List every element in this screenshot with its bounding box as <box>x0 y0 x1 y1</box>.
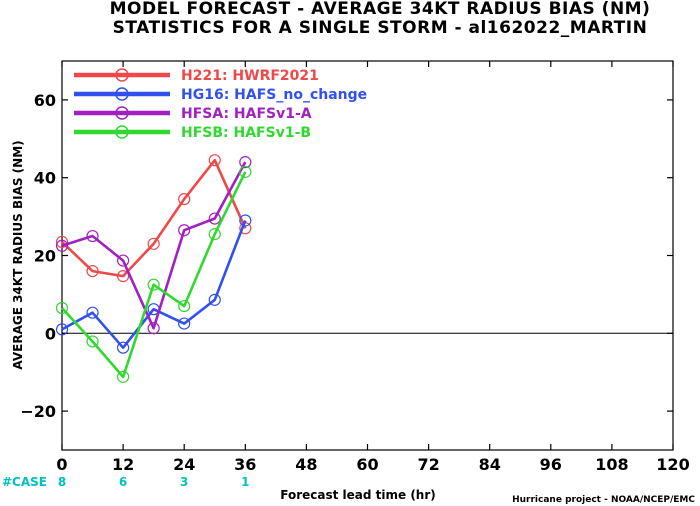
series-2 <box>55 214 252 354</box>
series-3 <box>55 156 252 335</box>
data-point <box>55 235 69 248</box>
data-point <box>55 239 69 252</box>
series-line <box>61 220 247 350</box>
case-count: 3 <box>180 475 188 489</box>
data-point <box>147 322 160 335</box>
x-tick-label: 36 <box>234 455 256 474</box>
data-point <box>55 301 69 315</box>
legend-marker <box>115 87 129 101</box>
data-point <box>86 264 99 278</box>
case-count: 6 <box>119 475 127 489</box>
y-tick-label: 60 <box>34 91 56 110</box>
data-point <box>178 224 191 237</box>
case-label: #CASE <box>2 475 47 489</box>
y-tick-label: 20 <box>34 247 56 266</box>
data-point <box>147 278 160 291</box>
data-point <box>239 214 252 227</box>
data-point <box>147 237 160 250</box>
data-point <box>86 306 99 319</box>
series-1 <box>55 154 252 283</box>
legend-label: HFSA: HAFSv1-A <box>181 106 312 122</box>
y-axis-label: AVERAGE 34KT RADIUS BIAS (NM) <box>11 140 25 369</box>
case-count: 1 <box>241 475 249 489</box>
x-tick-label: 96 <box>540 455 562 474</box>
series-line <box>61 161 247 330</box>
y-tick-label: −20 <box>20 402 56 421</box>
chart-subtitle: STATISTICS FOR A SINGLE STORM - al162022… <box>113 18 648 38</box>
data-point <box>86 335 99 348</box>
x-tick-label: 60 <box>356 455 378 474</box>
x-tick-label: 108 <box>595 455 628 474</box>
legend: H221: HWRF2021 HG16: HAFS_no_change HFSA: … <box>74 68 367 141</box>
data-point <box>208 212 221 225</box>
x-tick-label: 84 <box>479 455 501 474</box>
plot-area <box>61 60 674 451</box>
x-tick-label: 12 <box>112 455 134 474</box>
x-tick-label: 120 <box>656 455 689 474</box>
data-point <box>208 228 221 241</box>
data-point <box>116 341 130 354</box>
x-tick-label: 0 <box>56 455 67 474</box>
legend-label: HG16: HAFS_no_change <box>181 87 367 103</box>
x-tick-label: 24 <box>173 455 195 474</box>
case-count: 8 <box>58 475 66 489</box>
legend-marker <box>115 125 129 139</box>
x-tick-label: 72 <box>417 455 439 474</box>
series-line <box>61 171 247 379</box>
data-point <box>178 192 191 206</box>
footer-credit: Hurricane project - NOAA/NCEP/EMC <box>512 495 695 505</box>
data-point <box>86 229 99 243</box>
series-4 <box>55 165 252 383</box>
x-axis-label: Forecast lead time (hr) <box>280 488 436 502</box>
legend-marker <box>115 106 129 120</box>
legend-marker <box>115 68 129 82</box>
data-point <box>239 156 252 169</box>
y-axis: −20 0 20 40 60 <box>20 91 673 421</box>
case-counts: #CASE 8 6 3 1 <box>2 475 249 489</box>
data-point <box>55 323 69 336</box>
series-layer <box>55 154 252 383</box>
chart-title: MODEL FORECAST - AVERAGE 34KT RADIUS BIA… <box>110 0 651 19</box>
y-tick-label: 40 <box>34 169 56 188</box>
data-point <box>239 165 252 178</box>
y-tick-label: 0 <box>45 324 56 343</box>
x-tick-label: 48 <box>295 455 317 474</box>
data-point <box>178 317 191 330</box>
data-point <box>116 254 130 267</box>
series-line <box>61 158 247 278</box>
data-point <box>208 293 221 306</box>
legend-label: H221: HWRF2021 <box>181 68 319 84</box>
data-point <box>116 370 130 383</box>
x-axis: 0 12 24 36 48 60 72 84 96 108 120 <box>56 61 690 474</box>
legend-label: HFSB: HAFSv1-B <box>181 125 311 141</box>
data-point <box>208 154 221 167</box>
data-point <box>116 270 130 283</box>
data-point <box>178 299 191 313</box>
